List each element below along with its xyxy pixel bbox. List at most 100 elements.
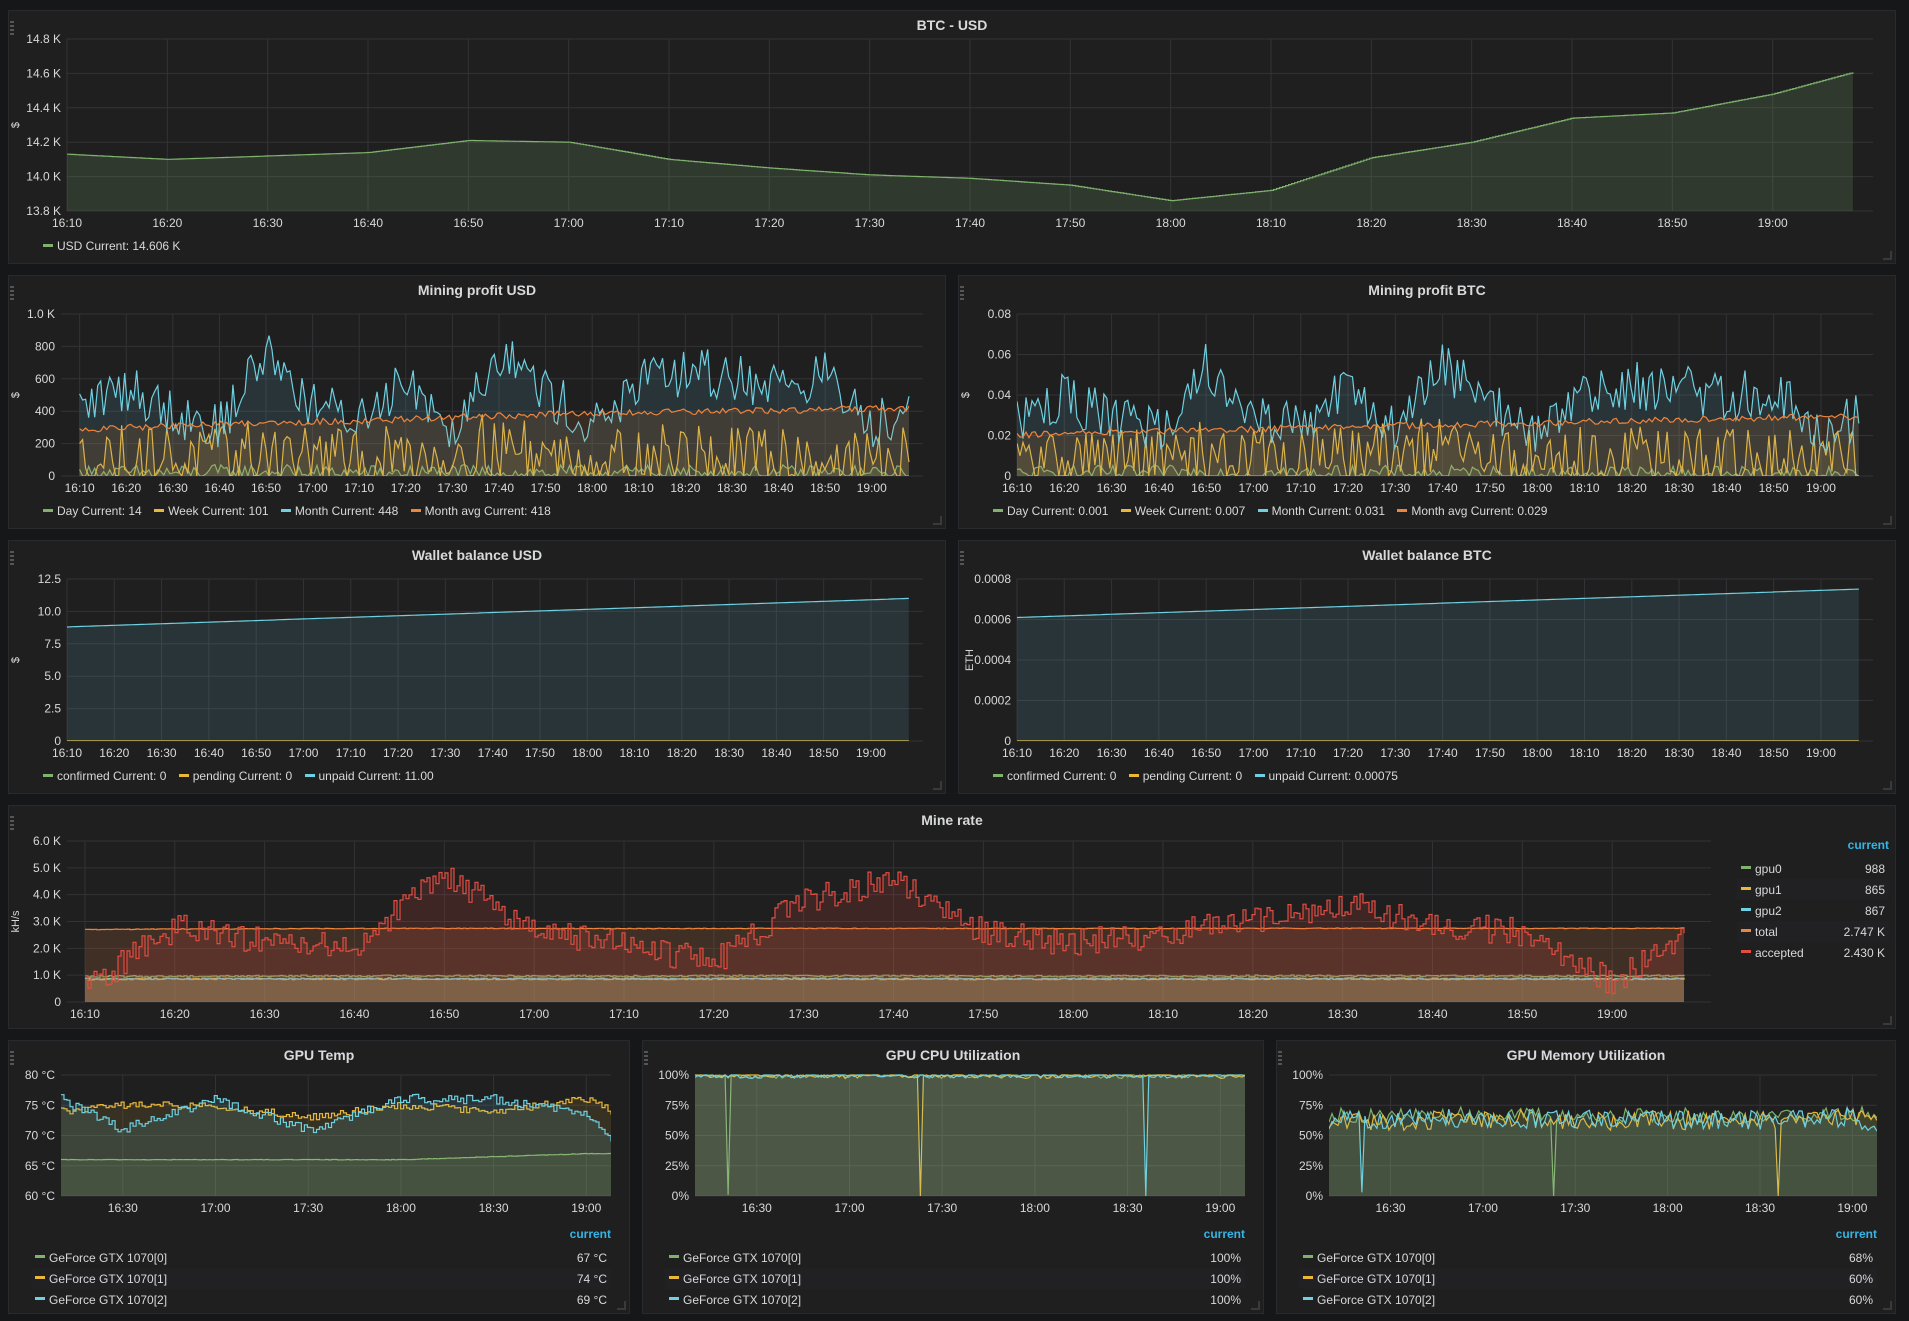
resize-corner-icon[interactable]: [1883, 1016, 1892, 1025]
legend-item-pending[interactable]: pending Current: 0: [178, 769, 292, 783]
panel-title[interactable]: Wallet balance BTC: [1362, 547, 1492, 563]
panel-gpu-cpu-utilization[interactable]: GPU CPU Utilization 100% 75% 50% 25% 0% 16:30…: [642, 1040, 1264, 1314]
panel-title[interactable]: BTC - USD: [916, 17, 988, 33]
legend-column-current[interactable]: current: [1835, 1227, 1877, 1241]
legend-item-gpu2[interactable]: GeForce GTX 1070[2] 69 °C: [31, 1289, 611, 1310]
x-tick-label: 17:30: [430, 746, 460, 760]
drag-grip-icon[interactable]: [10, 1051, 14, 1065]
panel-gpu-temp[interactable]: GPU Temp 80 °C 75 °C 70 °C 65 °C 60 °C 16:30 1…: [8, 1040, 630, 1314]
resize-corner-icon[interactable]: [617, 1301, 626, 1310]
panel-wallet-balance-usd[interactable]: Wallet balance USD 12.5 10.0 7.5 5.0 2.5 0 16:…: [8, 540, 946, 794]
legend-column-current[interactable]: current: [1847, 838, 1889, 852]
legend-item-confirmed[interactable]: confirmed Current: 0: [43, 769, 166, 783]
legend-column-current[interactable]: current: [1203, 1227, 1245, 1241]
legend-item-gpu1[interactable]: GeForce GTX 1070[1] 74 °C: [31, 1268, 611, 1289]
panel-title[interactable]: Mining profit USD: [417, 282, 537, 298]
series-unpaid: [67, 597, 909, 741]
legend-item-gpu1[interactable]: GeForce GTX 1070[1] 60%: [1299, 1268, 1877, 1289]
legend-label: Week: [1134, 504, 1166, 518]
legend-item-total[interactable]: total 2.747 K: [1737, 921, 1889, 942]
legend-label: accepted: [1755, 945, 1804, 960]
legend-item-confirmed[interactable]: confirmed Current: 0: [993, 769, 1116, 783]
legend-item-month-avg[interactable]: Month avg Current: 418: [410, 504, 551, 518]
panel-title[interactable]: Wallet balance USD: [411, 547, 543, 563]
x-tick-label: 18:10: [624, 481, 654, 495]
panel-mine-rate[interactable]: Mine rate 6.0 K 5.0 K 4.0 K 3.0 K 2.0 K 1.0 K…: [8, 805, 1896, 1029]
series-area: [1017, 414, 1859, 476]
legend-item-gpu0[interactable]: gpu0 988: [1737, 858, 1889, 879]
legend-item-gpu1[interactable]: gpu1 865: [1737, 879, 1889, 900]
resize-corner-icon[interactable]: [1883, 251, 1892, 260]
graph-mining-profit-usd[interactable]: 1.0 K 800 600 400 200 0 16:10 16:20 16:30 16:40 16…: [9, 276, 947, 530]
graph-mining-profit-btc[interactable]: 0.08 0.06 0.04 0.02 016:10 16:20 16:30 16:40 16:…: [959, 276, 1897, 530]
drag-grip-icon[interactable]: [960, 551, 964, 565]
resize-corner-icon[interactable]: [1883, 516, 1892, 525]
drag-grip-icon[interactable]: [644, 1051, 648, 1065]
legend-item-accepted[interactable]: accepted 2.430 K: [1737, 942, 1889, 963]
x-tick-label: 17:50: [531, 481, 561, 495]
resize-corner-icon[interactable]: [933, 516, 942, 525]
legend-column-current[interactable]: current: [569, 1227, 611, 1241]
y-tick-label: 60 °C: [25, 1189, 55, 1203]
panel-mining-profit-usd[interactable]: Mining profit USD 1.0 K 800 600 400 200 0 16:1…: [8, 275, 946, 529]
legend-item-month[interactable]: Month Current: 0.031: [1257, 504, 1385, 518]
panel-title[interactable]: GPU Temp: [283, 1047, 355, 1063]
drag-grip-icon[interactable]: [10, 551, 14, 565]
x-tick-label: 18:50: [1657, 216, 1687, 230]
panel-btc-usd[interactable]: BTC - USD 14.8 K 14.6 K 14.4 K 14.2 K 14.0 K…: [8, 10, 1896, 264]
panel-gpu-memory-utilization[interactable]: GPU Memory Utilization 100% 75% 50% 25% 0% 16…: [1276, 1040, 1896, 1314]
panel-mining-profit-btc[interactable]: Mining profit BTC 0.08 0.06 0.04 0.02 0 16:10…: [958, 275, 1896, 529]
legend-item-gpu2[interactable]: GeForce GTX 1070[2] 100%: [665, 1289, 1245, 1310]
legend-label: GeForce GTX 1070[2]: [683, 1292, 802, 1307]
x-tick-label: 16:50: [241, 746, 271, 760]
graph-gpu-temp[interactable]: 80 °C 75 °C 70 °C 65 °C 60 °C 16:30 17:00 17:30…: [9, 1041, 631, 1315]
legend-item-gpu0[interactable]: GeForce GTX 1070[0] 67 °C: [31, 1247, 611, 1268]
panel-title[interactable]: Mining profit BTC: [1368, 282, 1486, 298]
resize-corner-icon[interactable]: [1883, 781, 1892, 790]
x-tick-label: 18:00: [1522, 481, 1552, 495]
legend-item-gpu0[interactable]: GeForce GTX 1070[0] 68%: [1299, 1247, 1877, 1268]
panel-title[interactable]: GPU Memory Utilization: [1506, 1047, 1666, 1063]
series-line: [61, 1096, 611, 1121]
x-tick-label: 18:40: [1711, 746, 1741, 760]
legend-value: 100%: [1210, 1292, 1241, 1307]
series-line: [67, 597, 909, 628]
legend-value: 60%: [1848, 1271, 1873, 1286]
legend-item-week[interactable]: Week Current: 101: [154, 504, 269, 518]
panel-title[interactable]: Mine rate: [921, 812, 983, 828]
resize-corner-icon[interactable]: [1251, 1301, 1260, 1310]
drag-grip-icon[interactable]: [960, 286, 964, 300]
legend-item-pending[interactable]: pending Current: 0: [1128, 769, 1242, 783]
legend-item-gpu1[interactable]: GeForce GTX 1070[1] 100%: [665, 1268, 1245, 1289]
drag-grip-icon[interactable]: [10, 286, 14, 300]
legend-item-day[interactable]: Day Current: 0.001: [993, 504, 1108, 518]
legend-item-day[interactable]: Day Current: 14: [43, 504, 142, 518]
x-tick-label: 16:20: [1049, 481, 1079, 495]
legend-item-month-avg[interactable]: Month avg Current: 0.029: [1397, 504, 1547, 518]
panel-wallet-balance-btc[interactable]: Wallet balance BTC 0.0008 0.0006 0.0004 0.0…: [958, 540, 1896, 794]
legend-label: pending: [192, 769, 236, 783]
legend-item-usd[interactable]: USD Current: 14.606 K: [43, 239, 180, 253]
legend-value: 0.007: [1215, 504, 1246, 518]
legend-item-unpaid[interactable]: unpaid Current: 11.00: [304, 769, 434, 783]
legend-item-gpu2[interactable]: GeForce GTX 1070[2] 60%: [1299, 1289, 1877, 1310]
legend-item-unpaid[interactable]: unpaid Current: 0.00075: [1254, 769, 1398, 783]
legend-item-gpu0[interactable]: GeForce GTX 1070[0] 100%: [665, 1247, 1245, 1268]
graph-gpu-cpu-utilization[interactable]: 100% 75% 50% 25% 0% 16:30 17:00 17:30 18:00 18:30…: [643, 1041, 1265, 1315]
resize-corner-icon[interactable]: [933, 781, 942, 790]
legend-item-week[interactable]: Week Current: 0.007: [1120, 504, 1246, 518]
panel-title[interactable]: GPU CPU Utilization: [885, 1047, 1021, 1063]
graph-gpu-memory-utilization[interactable]: 100% 75% 50% 25% 0% 16:30 17:00 17:30 18:00 18:30…: [1277, 1041, 1897, 1315]
legend-item-gpu2[interactable]: gpu2 867: [1737, 900, 1889, 921]
drag-grip-icon[interactable]: [10, 816, 14, 830]
graph-btc-usd[interactable]: 14.8 K 14.6 K 14.4 K 14.2 K 14.0 K 13.8 K16:1…: [9, 11, 1897, 265]
resize-corner-icon[interactable]: [1883, 1301, 1892, 1310]
legend-item-month[interactable]: Month Current: 448: [280, 504, 398, 518]
graph-mine-rate[interactable]: 6.0 K 5.0 K 4.0 K 3.0 K 2.0 K 1.0 K 0 16:10 16:2…: [9, 806, 1897, 1030]
x-tick-label: 16:20: [152, 216, 182, 230]
drag-grip-icon[interactable]: [1278, 1051, 1282, 1065]
legend-value: 100%: [1210, 1271, 1241, 1286]
drag-grip-icon[interactable]: [10, 21, 14, 35]
